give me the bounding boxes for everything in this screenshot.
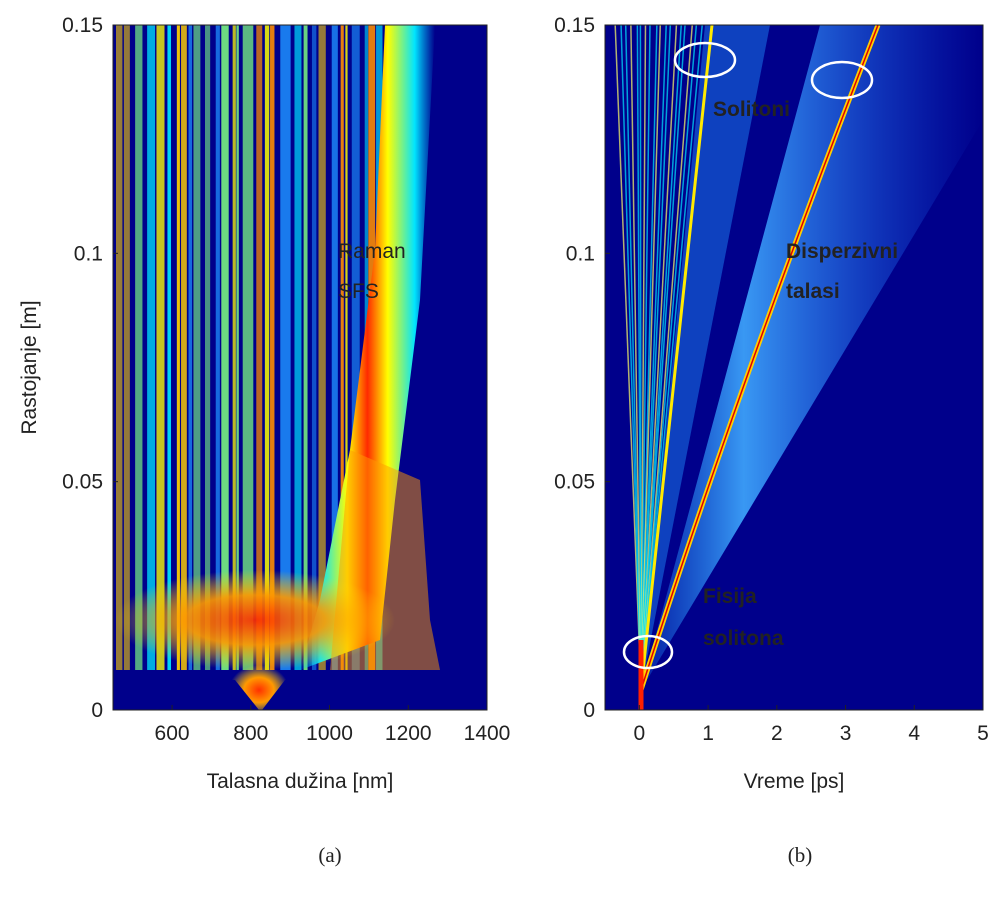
x-axis-label: Talasna dužina [nm]	[207, 770, 394, 793]
x-axis-label: Vreme [ps]	[744, 770, 845, 793]
heatmap-streak	[176, 25, 180, 670]
y-tick-label: 0.1	[566, 242, 595, 265]
heatmap-streak	[639, 25, 714, 691]
heatmap-streak	[135, 25, 143, 670]
heatmap-streak	[147, 25, 156, 670]
heatmap-streak	[351, 25, 360, 670]
panel-label: (b)	[788, 843, 813, 867]
heatmap-streak	[331, 25, 338, 670]
y-tick-label: 0.15	[554, 14, 595, 37]
heatmap-streak	[270, 25, 275, 670]
heatmap-streak	[280, 25, 291, 670]
heatmap-streak	[123, 25, 130, 670]
heatmap-streak	[242, 25, 254, 670]
heatmap-streak	[345, 25, 348, 670]
heatmap-streak	[311, 25, 317, 670]
highlight-ellipse	[810, 60, 874, 100]
panel-label: (a)	[318, 843, 341, 867]
heatmap-streak	[639, 25, 642, 691]
annotation: Disperzivni	[786, 240, 898, 263]
heatmap-streak	[193, 25, 201, 670]
heatmap-streak	[640, 25, 698, 691]
heatmap-streak	[294, 25, 302, 670]
axes-frame	[604, 24, 984, 711]
heatmap-streak	[614, 25, 642, 691]
heatmap-streak	[640, 25, 647, 691]
heatmap-streak	[340, 25, 344, 670]
heatmap-bottom	[113, 672, 259, 710]
heatmap-streak	[232, 25, 236, 670]
heatmap-streak	[640, 25, 672, 691]
heatmap-streak	[116, 25, 123, 670]
x-tick-label: 1200	[385, 722, 432, 745]
heatmap-streak	[156, 25, 165, 670]
y-tick-label: 0	[583, 699, 595, 722]
x-tick-label: 0	[634, 722, 646, 745]
heatmap-streak	[215, 25, 220, 670]
heatmap-streak	[256, 25, 263, 670]
annotation: talasi	[786, 280, 840, 303]
y-tick-label: 0.05	[62, 471, 103, 494]
annotation: solitona	[703, 627, 784, 650]
annotation: Solitoni	[713, 98, 790, 121]
heatmap-streak	[640, 25, 703, 691]
x-tick-label: 2	[771, 722, 783, 745]
annotation: SFS	[338, 280, 379, 303]
annotation: Raman	[338, 240, 406, 263]
heatmap-streak	[318, 25, 326, 670]
x-tick-label: 1400	[464, 722, 511, 745]
heatmap-streak	[640, 25, 686, 691]
heatmap-streak	[303, 25, 308, 670]
heatmap-streak	[640, 25, 662, 691]
heatmap-streak	[640, 25, 678, 691]
x-tick-label: 4	[908, 722, 920, 745]
heatmap-bottom	[262, 672, 487, 710]
y-tick-label: 0.1	[74, 242, 103, 265]
heatmap-fan	[641, 25, 983, 690]
heatmap-streak	[264, 25, 270, 670]
x-tick-label: 3	[840, 722, 852, 745]
heatmap-blob	[115, 570, 395, 670]
x-tick-label: 800	[233, 722, 268, 745]
y-tick-label: 0	[91, 699, 103, 722]
heatmap-streak	[624, 25, 642, 691]
heatmap	[113, 25, 487, 710]
heatmap-streak	[640, 25, 879, 691]
heatmap-streak	[620, 25, 642, 691]
x-tick-label: 600	[155, 722, 190, 745]
heatmap-streak	[221, 25, 229, 670]
axes-frame	[112, 24, 488, 711]
annotation: Fisija	[703, 585, 757, 608]
heatmap-streak	[205, 25, 211, 670]
heatmap-streak	[640, 25, 651, 691]
highlight-ellipse	[673, 41, 737, 79]
y-axis-label: Rastojanje [m]	[18, 300, 41, 434]
x-tick-label: 5	[977, 722, 989, 745]
y-tick-label: 0.15	[62, 14, 103, 37]
heatmap-streak	[236, 25, 239, 670]
heatmap-band	[300, 25, 435, 670]
y-tick-label: 0.05	[554, 471, 595, 494]
heatmap-streak	[188, 25, 193, 670]
x-tick-label: 1	[702, 722, 714, 745]
x-tick-label: 1000	[306, 722, 353, 745]
heatmap-streak	[181, 25, 187, 670]
highlight-ellipse	[622, 634, 674, 670]
heatmap-fan	[641, 25, 770, 690]
heatmap	[605, 25, 983, 710]
heatmap-streak	[630, 25, 642, 691]
heatmap-streak	[167, 25, 172, 670]
